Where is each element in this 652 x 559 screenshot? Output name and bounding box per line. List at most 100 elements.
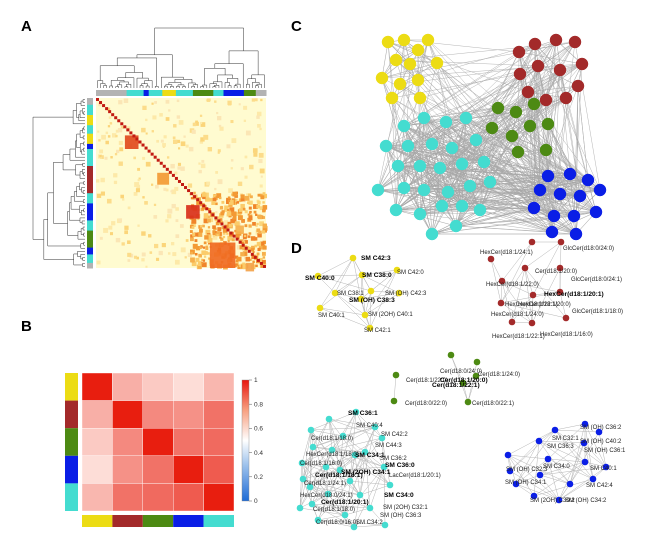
network-node — [397, 181, 411, 195]
network-node — [527, 201, 541, 215]
heatmap-cell — [208, 208, 211, 211]
network-node — [469, 133, 483, 147]
subnetwork-edge — [317, 480, 351, 521]
network-node — [433, 161, 447, 175]
heatmap-cell — [185, 144, 189, 148]
heatmap-cell — [259, 127, 262, 131]
heatmap-cell — [242, 262, 246, 266]
heatmap-cell — [163, 187, 167, 191]
heatmap-cell — [240, 203, 245, 209]
network-edge — [403, 103, 535, 189]
network-edge — [381, 77, 409, 147]
heatmap-cell — [133, 255, 138, 259]
column-cluster-segment — [96, 90, 128, 96]
heatmap-diagonal-cell — [141, 143, 145, 147]
heatmap-cell — [260, 264, 264, 268]
row-cluster-segment — [87, 203, 93, 221]
heatmap-cell — [252, 221, 256, 226]
subnetwork-edge — [354, 454, 385, 468]
subnetwork-labels: SM C36:1 SM C40:4 Cer(d18:1/18:0) SM C42:2 S… — [300, 410, 441, 526]
network-edge — [519, 73, 535, 209]
heatmap-cell — [244, 210, 248, 214]
heatmap-cell — [238, 212, 242, 216]
heatmap-cell — [226, 232, 229, 235]
network-node — [509, 105, 523, 119]
heatmap-cell — [203, 483, 235, 512]
column-cluster-segment — [148, 90, 163, 96]
subnetwork-edge — [393, 374, 397, 402]
lipid-label: SM C42:3 — [361, 255, 391, 262]
heatmap-cell — [197, 232, 203, 237]
subnetwork-edge — [539, 461, 586, 476]
heatmap-cell — [195, 120, 198, 124]
subnetwork-edge — [301, 462, 341, 471]
subnetwork-node — [393, 266, 401, 274]
heatmap-cell — [228, 188, 233, 193]
heatmap-cluster-block — [124, 135, 139, 149]
subnetwork-edge — [501, 280, 533, 324]
heatmap-cell — [107, 125, 111, 128]
heatmap-cell — [229, 207, 235, 213]
subnetwork-edge — [490, 258, 502, 304]
heatmap-diagonal-cell — [253, 255, 257, 259]
subnetwork-labels: HexCer(d18:1/24:1) GlcCer(d18:0/24:0) Cer(… — [480, 246, 623, 340]
heatmap-cell — [201, 192, 207, 197]
subnetwork-edge — [317, 519, 355, 528]
heatmap-cell — [220, 237, 224, 241]
network-edge — [545, 99, 571, 175]
heatmap-cell — [142, 455, 174, 484]
lipid-label: SM (OH) C36:3 — [380, 513, 422, 519]
heatmap-cell — [212, 194, 216, 198]
heatmap-cell — [212, 197, 217, 202]
network-node — [449, 219, 463, 233]
subnetwork-node — [390, 397, 398, 405]
subnetwork-node — [308, 500, 316, 508]
heatmap-cell — [176, 99, 180, 103]
heatmap-cell — [259, 168, 265, 174]
network-edge — [385, 145, 397, 211]
subnetwork-edge — [381, 437, 385, 468]
heatmap-cell — [160, 139, 164, 143]
heatmap-cell — [261, 251, 266, 256]
network-edge — [395, 41, 576, 61]
heatmap-cell — [173, 124, 177, 128]
subnetwork-node — [447, 351, 455, 359]
heatmap-cell — [227, 199, 231, 202]
heatmap-cell — [141, 231, 146, 236]
subnetwork-edge — [538, 440, 571, 485]
network-edge — [377, 189, 581, 197]
heatmap-cell — [205, 197, 210, 202]
subnetwork-edge — [467, 375, 477, 403]
network-node — [569, 227, 583, 241]
heatmap-cell — [149, 251, 153, 254]
heatmap-cell — [257, 200, 261, 205]
subnetwork-edge — [539, 442, 585, 476]
heatmap-cell — [127, 206, 131, 210]
subnetwork-edge — [554, 429, 594, 480]
network-node — [403, 57, 417, 71]
heatmap-cell — [161, 242, 166, 248]
subnetwork-node — [309, 443, 317, 451]
row-cluster-segment — [87, 254, 93, 264]
subnetwork-edge — [309, 486, 355, 528]
heatmap-cell — [255, 264, 258, 268]
subnetwork-edge — [360, 274, 363, 300]
subnetwork-edge — [381, 437, 391, 486]
heatmap-cell — [227, 196, 231, 199]
column-cluster-segment — [175, 90, 194, 96]
heatmap-cell — [156, 139, 159, 143]
heatmap-cell — [232, 191, 238, 197]
subnetwork-node — [555, 496, 563, 504]
heatmap-cell — [195, 257, 200, 262]
subnetwork-edge — [328, 418, 333, 451]
heatmap-cell — [217, 151, 220, 154]
heatmap-cell — [194, 232, 199, 237]
subnetwork-node — [325, 415, 333, 423]
heatmap-cell — [219, 213, 224, 218]
subnetwork-edge — [554, 429, 607, 468]
subnetwork-edge — [539, 474, 560, 501]
heatmap-cell — [204, 235, 209, 240]
heatmap-cell — [172, 372, 204, 401]
subnetwork-edge — [547, 458, 586, 463]
heatmap-cell — [105, 131, 109, 135]
